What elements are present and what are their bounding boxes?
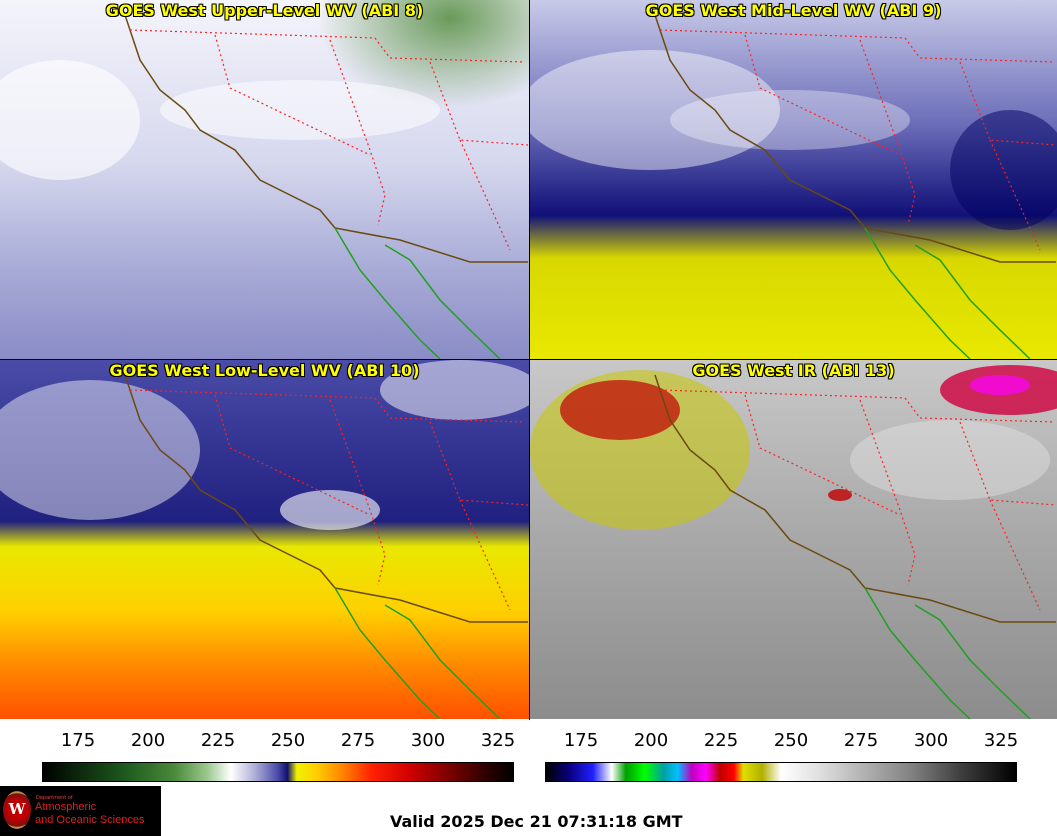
wv-colorbar: 175 200 225 250 275 300 325: [42, 722, 516, 782]
tick-label: 175: [60, 730, 96, 751]
tick-label: 275: [843, 730, 879, 751]
ir-image: [530, 360, 1057, 719]
aos-logo: W Department of Atmospheric and Oceanic …: [0, 786, 161, 836]
mid-level-wv-panel: GOES West Mid-Level WV (ABI 9): [530, 0, 1057, 359]
colorbar-ticks: 175 200 225 250 275 300 325: [545, 722, 1019, 754]
colorbar-ticks: 175 200 225 250 275 300 325: [42, 722, 516, 754]
panel-title: GOES West Mid-Level WV (ABI 9): [645, 1, 942, 20]
seal-letter: W: [8, 800, 26, 818]
ir-colorbar: 175 200 225 250 275 300 325: [545, 722, 1019, 782]
logo-line-1: Atmospheric: [35, 801, 97, 813]
low-level-wv-panel: GOES West Low-Level WV (ABI 10): [0, 360, 529, 719]
upper-level-wv-image: [0, 0, 529, 359]
logo-line-2: and Oceanic Sciences: [35, 814, 145, 826]
panel-title: GOES West Low-Level WV (ABI 10): [109, 361, 420, 380]
tick-label: 175: [563, 730, 599, 751]
panel-title: GOES West IR (ABI 13): [692, 361, 895, 380]
tick-label: 250: [270, 730, 306, 751]
logo-dept: Department of: [36, 795, 73, 801]
tick-label: 325: [983, 730, 1019, 751]
colorbar-gradient: [42, 762, 514, 782]
mid-level-wv-image: [530, 0, 1057, 359]
tick-label: 200: [633, 730, 669, 751]
tick-label: 300: [913, 730, 949, 751]
tick-label: 225: [200, 730, 236, 751]
panel-divider: [0, 359, 1057, 360]
valid-time: Valid 2025 Dec 21 07:31:18 GMT: [390, 812, 683, 831]
low-level-wv-image: [0, 360, 529, 719]
tick-label: 325: [480, 730, 516, 751]
panel-divider: [529, 0, 530, 720]
panel-title: GOES West Upper-Level WV (ABI 8): [105, 1, 424, 20]
upper-level-wv-panel: GOES West Upper-Level WV (ABI 8): [0, 0, 529, 359]
ir-panel: GOES West IR (ABI 13): [530, 360, 1057, 719]
uw-seal-icon: W: [3, 791, 31, 829]
colorbar-gradient: [545, 762, 1017, 782]
tick-label: 225: [703, 730, 739, 751]
tick-label: 300: [410, 730, 446, 751]
tick-label: 275: [340, 730, 376, 751]
tick-label: 200: [130, 730, 166, 751]
tick-label: 250: [773, 730, 809, 751]
